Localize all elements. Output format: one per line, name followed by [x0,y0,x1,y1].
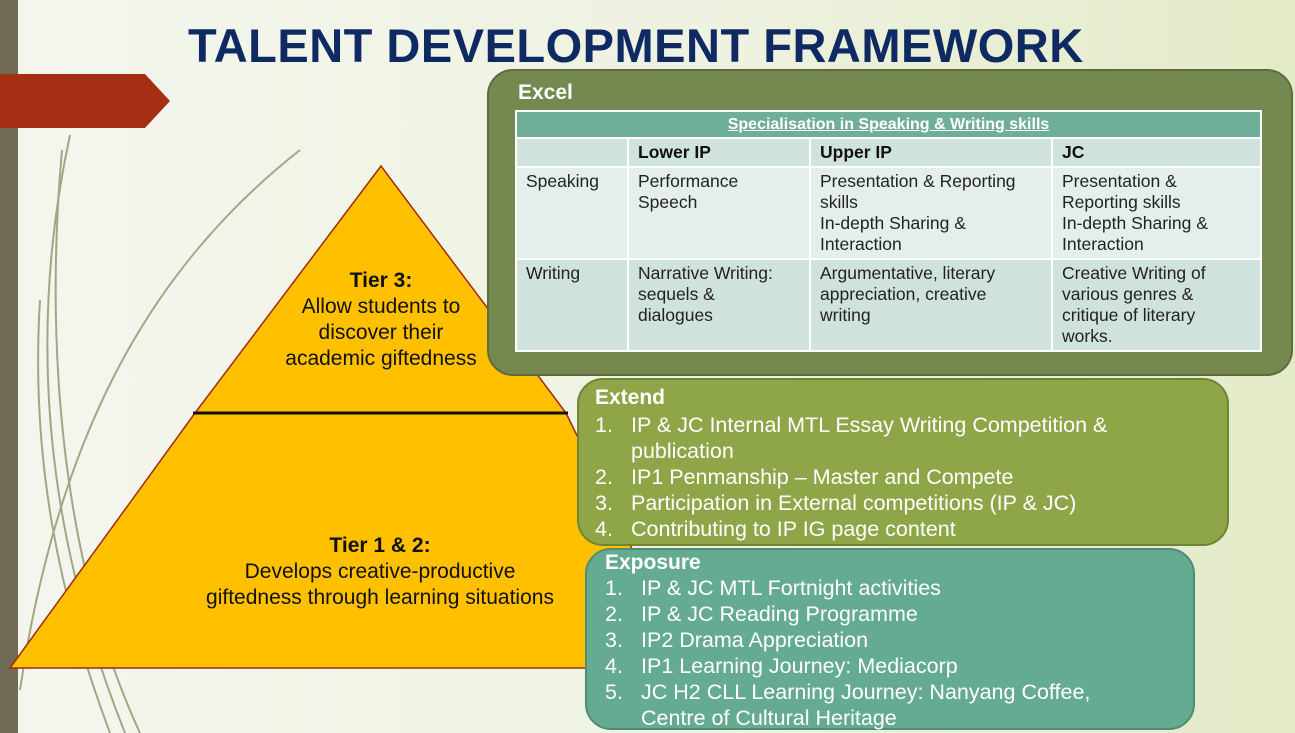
cell-line: Narrative Writing: [638,263,773,283]
item-line: JC H2 CLL Learning Journey: Nanyang Coff… [641,680,1091,704]
cell-line: Speech [638,192,698,212]
list-item: 4. IP1 Learning Journey: Mediacorp [605,653,1175,679]
table-cell: Performance Speech [627,166,811,260]
cell-line: writing [820,305,871,325]
table-cell: Presentation & Reporting skills In-depth… [1051,166,1262,260]
table-cell: Creative Writing of various genres & cri… [1051,258,1262,352]
cell-line: works. [1062,326,1113,346]
tier12-text: Tier 1 & 2: Develops creative-productive… [170,533,590,611]
cell-line: Presentation & [1062,171,1177,191]
item-number: 5. [605,680,623,704]
table-row: Speaking Performance Speech Presentation… [515,166,1262,260]
list-item: 1. IP & JC Internal MTL Essay Writing Co… [595,412,1215,464]
item-number: 3. [595,491,613,515]
table-caption-row: Specialisation in Speaking & Writing ski… [515,110,1262,139]
item-number: 4. [595,517,613,541]
cell-line: Performance [638,171,739,191]
exposure-list: 1. IP & JC MTL Fortnight activities 2. I… [605,575,1175,731]
extend-box: Extend 1. IP & JC Internal MTL Essay Wri… [577,378,1229,546]
item-line: IP1 Learning Journey: Mediacorp [641,654,958,678]
table-cell: Argumentative, literary appreciation, cr… [809,258,1053,352]
item-line: IP & JC MTL Fortnight activities [641,576,941,600]
exposure-label: Exposure [605,551,701,574]
cell-line: dialogues [638,305,713,325]
table-cell: Narrative Writing: sequels & dialogues [627,258,811,352]
cell-line: various genres & [1062,284,1194,304]
item-number: 3. [605,628,623,652]
table-cell: Presentation & Reporting skills In-depth… [809,166,1053,260]
list-item: 1. IP & JC MTL Fortnight activities [605,575,1175,601]
tier12-line: Develops creative-productive [244,560,516,583]
extend-label: Extend [595,386,666,409]
list-item: 3. Participation in External competition… [595,490,1215,516]
cell-line: Reporting skills [1062,192,1181,212]
item-line: Centre of Cultural Heritage [641,706,897,730]
page-title: TALENT DEVELOPMENT FRAMEWORK [188,19,1084,72]
cell-line: sequels & [638,284,715,304]
table-row: Writing Narrative Writing: sequels & dia… [515,258,1262,352]
cell-line: Interaction [1062,234,1144,254]
list-item: 3. IP2 Drama Appreciation [605,627,1175,653]
item-line: Contributing to IP IG page content [631,517,956,541]
item-number: 1. [595,413,613,437]
tier3-heading: Tier 3: [349,269,413,292]
row-label: Speaking [515,166,629,260]
cell-line: skills [820,192,858,212]
extend-list: 1. IP & JC Internal MTL Essay Writing Co… [595,412,1215,542]
list-item: 4. Contributing to IP IG page content [595,516,1215,542]
list-item: 5. JC H2 CLL Learning Journey: Nanyang C… [605,679,1175,731]
tier3-line: Allow students to [301,295,461,318]
table-header-cell [515,137,629,168]
tier12-line: giftedness through learning situations [206,586,554,609]
table-caption: Specialisation in Speaking & Writing ski… [515,110,1262,139]
row-label: Writing [515,258,629,352]
item-number: 2. [605,602,623,626]
cell-line: critique of literary [1062,305,1196,325]
cell-line: In-depth Sharing & [820,213,966,233]
item-number: 1. [605,576,623,600]
tier3-text: Tier 3: Allow students to discover their… [248,268,514,372]
cell-line: Presentation & Reporting [820,171,1016,191]
item-line: IP2 Drama Appreciation [641,628,869,652]
arrow-accent-shape [0,74,170,128]
cell-line: In-depth Sharing & [1062,213,1208,233]
table-header-row: Lower IP Upper IP JC [515,137,1262,168]
list-item: 2. IP1 Penmanship – Master and Compete [595,464,1215,490]
item-line: Participation in External competitions (… [631,491,1077,515]
item-number: 2. [595,465,613,489]
excel-label: Excel [518,81,573,104]
cell-line: appreciation, creative [820,284,987,304]
table-header-cell: Lower IP [627,137,811,168]
cell-line: Creative Writing of [1062,263,1206,283]
exposure-box: Exposure 1. IP & JC MTL Fortnight activi… [585,548,1195,730]
tier12-heading: Tier 1 & 2: [329,534,431,557]
item-line: IP1 Penmanship – Master and Compete [631,465,1014,489]
cell-line: Argumentative, literary [820,263,996,283]
item-line: IP & JC Internal MTL Essay Writing Compe… [631,413,1108,437]
cell-line: Interaction [820,234,902,254]
item-line: publication [631,439,734,463]
item-line: IP & JC Reading Programme [641,602,918,626]
specialisation-table: Specialisation in Speaking & Writing ski… [515,110,1262,352]
table-header-cell: JC [1051,137,1262,168]
table-header-cell: Upper IP [809,137,1053,168]
tier3-line: discover their [318,321,444,344]
tier3-line: academic giftedness [285,347,477,370]
list-item: 2. IP & JC Reading Programme [605,601,1175,627]
item-number: 4. [605,654,623,678]
left-accent-bar [0,0,18,733]
